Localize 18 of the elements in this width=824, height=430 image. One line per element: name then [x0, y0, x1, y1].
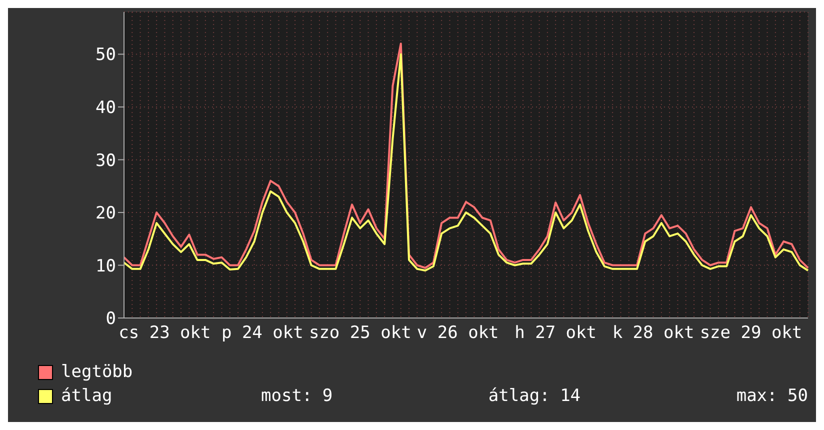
- text: most: 9: [261, 386, 334, 406]
- y-tick-label: 10: [96, 256, 116, 276]
- y-tick-label: 30: [96, 150, 116, 171]
- text: átlag: 14: [487, 386, 582, 406]
- legend-label: átlag: [61, 386, 114, 406]
- x-tick-label: p 24 okt: [221, 323, 304, 344]
- y-tick-label: 40: [96, 98, 116, 118]
- x-tick-label: sze 29 okt: [700, 323, 802, 344]
- x-tick-label: szo 25 okt: [308, 323, 412, 344]
- x-tick-label: h 27 okt: [514, 323, 597, 344]
- x-tick-label: k 28 okt: [612, 323, 694, 344]
- legend-label: legtöbb: [61, 362, 134, 382]
- x-tick-label: v 26 okt: [416, 323, 499, 344]
- y-tick-label: 20: [96, 204, 116, 224]
- x-tick-label: cs 23 okt: [118, 323, 211, 344]
- text: max: 50: [735, 386, 808, 406]
- y-tick-label: 50: [96, 45, 116, 66]
- y-tick-label: 0: [106, 309, 116, 330]
